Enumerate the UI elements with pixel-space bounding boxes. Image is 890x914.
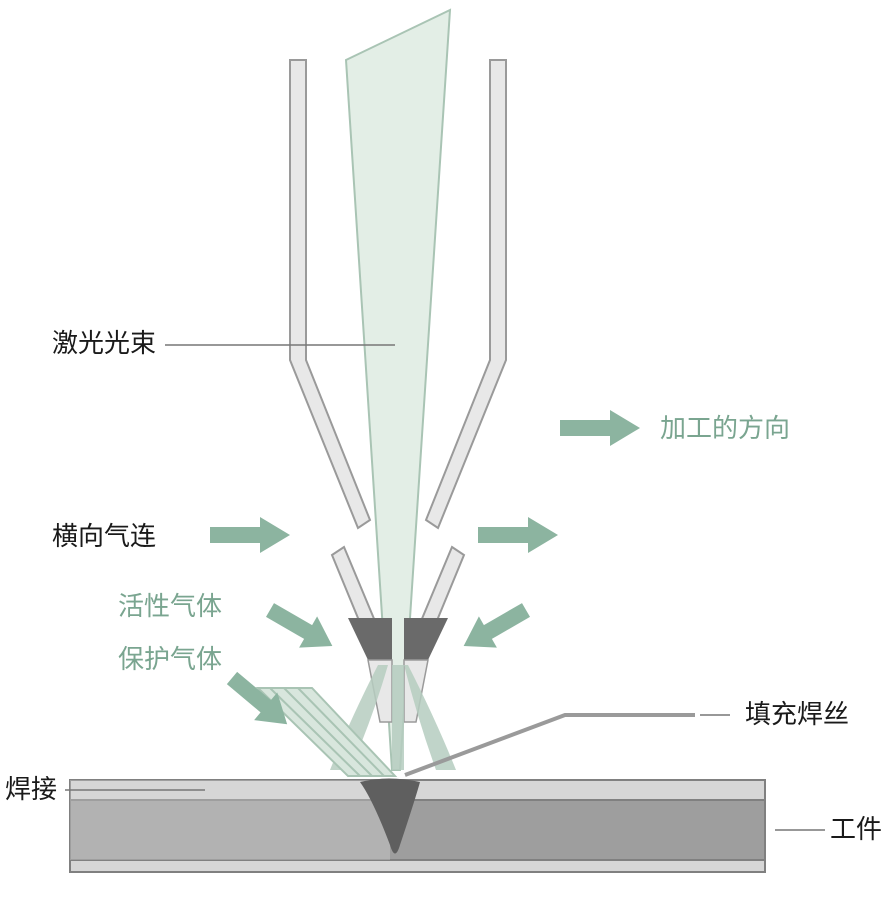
laser-beam [346, 10, 450, 770]
label-direction: 加工的方向 [660, 413, 790, 443]
label-laser-beam: 激光光束 [52, 328, 156, 358]
label-active-gas: 活性气体 [118, 591, 222, 621]
label-weld: 焊接 [5, 774, 57, 804]
label-shielding-gas: 保护气体 [118, 644, 222, 674]
label-lateral-gas: 横向气连 [52, 521, 156, 551]
label-filler-wire: 填充焊丝 [745, 699, 849, 729]
label-workpiece: 工件 [830, 814, 882, 844]
laser-welding-diagram: 激光光束 加工的方向 横向气连 活性气体 保护气体 填充焊丝 焊接 工件 [0, 0, 890, 914]
workpiece [70, 780, 765, 872]
